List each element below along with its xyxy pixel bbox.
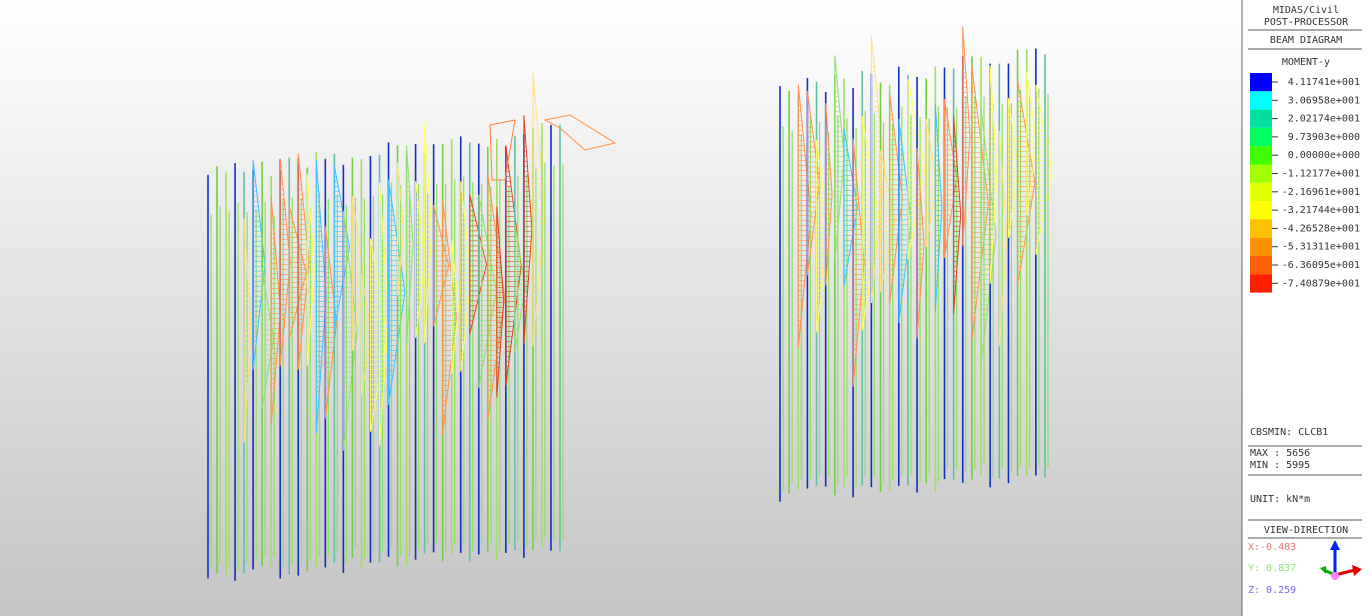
legend-label: 4.11741e+001 [1288,77,1360,88]
legend-swatch [1250,274,1272,292]
post-processor-window: MIDAS/Civil POST-PROCESSOR BEAM DIAGRAM … [0,0,1372,616]
view-z: Z: 0.259 [1248,585,1296,596]
legend-swatch [1250,91,1272,109]
max-element: MAX : 5656 [1250,448,1310,459]
legend-label: -5.31311e+001 [1282,242,1360,253]
legend-swatch [1250,256,1272,274]
legend-swatch [1250,219,1272,237]
legend-swatch [1250,73,1272,91]
unit: UNIT: kN*m [1250,494,1310,505]
legend-label: 2.02174e+001 [1288,114,1360,125]
legend-label: -6.36095e+001 [1282,260,1360,271]
legend-label: -2.16961e+001 [1282,187,1360,198]
viewport [0,0,1242,616]
legend-swatch [1250,165,1272,183]
legend-swatch [1250,201,1272,219]
min-element: MIN : 5995 [1250,460,1310,471]
legend-label: -4.26528e+001 [1282,223,1360,234]
app-name: MIDAS/Civil [1273,5,1339,16]
load-case: CBSMIN: CLCB1 [1250,427,1328,438]
legend-swatch [1250,183,1272,201]
view-x: X:-0.483 [1248,542,1296,553]
view-y: Y: 0.837 [1248,563,1296,574]
mode: POST-PROCESSOR [1264,17,1349,28]
diagram-type: BEAM DIAGRAM [1270,35,1342,46]
view-title: VIEW-DIRECTION [1264,525,1348,536]
legend-swatch [1250,110,1272,128]
legend-label: 3.06958e+001 [1288,95,1360,106]
legend-swatch [1250,146,1272,164]
component: MOMENT-y [1282,57,1330,68]
legend-label: 9.73903e+000 [1288,132,1360,143]
legend-label: -7.40879e+001 [1282,278,1360,289]
legend-label: 0.00000e+000 [1288,150,1360,161]
legend-swatch [1250,238,1272,256]
legend-label: -1.12177e+001 [1282,169,1360,180]
legend-label: -3.21744e+001 [1282,205,1360,216]
legend-swatch [1250,128,1272,146]
